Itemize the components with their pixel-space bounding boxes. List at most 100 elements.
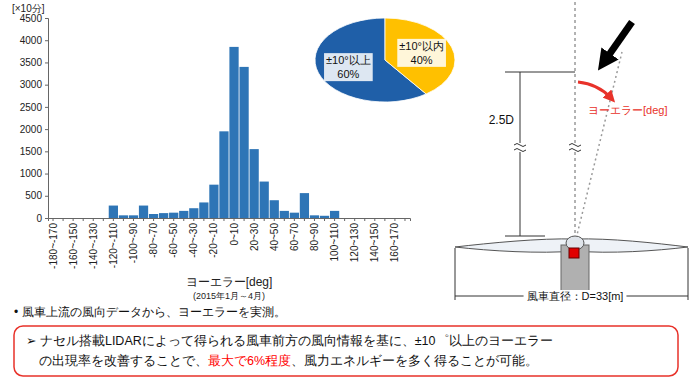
bar — [99, 218, 108, 219]
bar — [400, 218, 409, 219]
x-tick: 160~170 — [389, 218, 400, 262]
y-tick: 0 — [36, 213, 48, 224]
x-tick-mark — [113, 218, 114, 221]
y-tick-label: 1000 — [20, 168, 43, 179]
x-tick: -40~-30 — [188, 218, 199, 258]
y-tick-mark — [45, 151, 48, 152]
x-tick — [223, 218, 224, 221]
x-tick-mark — [274, 218, 275, 221]
bar — [260, 182, 269, 218]
bar — [48, 218, 57, 219]
diameter-end — [688, 248, 689, 300]
x-tick-mark — [344, 218, 345, 221]
x-tick-mark — [374, 218, 375, 221]
conclusion-segment: 、風力エネルギーを多く得ることが可能。 — [291, 354, 538, 368]
conclusion-segment: 最大で6%程度 — [208, 353, 291, 368]
y-tick: 2500 — [20, 102, 48, 113]
x-tick-mark — [223, 218, 224, 221]
x-tick-mark — [133, 218, 134, 221]
wind-arrow — [604, 22, 632, 62]
axis-dashed — [575, 2, 576, 243]
yaw-arrow — [578, 82, 611, 98]
x-tick: -60~-50 — [168, 218, 179, 258]
y-tick: 4500 — [20, 13, 48, 24]
x-tick: 80~90 — [309, 218, 320, 251]
diagram: ヨーエラー[deg]2.5D風車直径：D=33[m] — [455, 2, 688, 302]
x-tick-mark — [304, 218, 305, 221]
pie: ±10°以上60% ±10°以内40% — [315, 18, 455, 102]
bar — [89, 218, 98, 219]
page: [×10分]0500100015002000250030003500400045… — [0, 0, 691, 383]
x-tick-mark — [203, 218, 204, 221]
y-tick-mark — [45, 129, 48, 130]
x-axis: -180~-170-160~-150-140~-130-120~-110-100… — [48, 218, 411, 269]
x-tick: -20~-10 — [208, 218, 219, 258]
bar — [340, 218, 349, 219]
slices — [315, 18, 455, 102]
bar — [330, 211, 339, 218]
x-tick-mark — [73, 218, 74, 221]
y-tick-mark — [45, 107, 48, 108]
x-tick-mark — [123, 218, 124, 221]
bar — [270, 200, 279, 218]
y-tick: 4000 — [20, 35, 48, 46]
blade-right — [575, 239, 688, 252]
subtitle: (2015年1月～4月) — [193, 291, 265, 301]
y-tick-label: 3500 — [20, 57, 43, 68]
bar — [350, 218, 359, 219]
bars — [109, 47, 339, 218]
y-tick: 1500 — [20, 146, 48, 157]
x-tick-mark — [173, 218, 174, 221]
pie-label: ±10°以上60% — [324, 53, 373, 81]
x-tick — [344, 218, 345, 221]
bar — [149, 214, 158, 218]
y-tick: 1000 — [20, 168, 48, 179]
x-tick: 140~150 — [369, 218, 380, 262]
bar — [239, 67, 248, 218]
x-tick: 20~30 — [249, 218, 260, 251]
diameter-label-bg — [524, 290, 627, 302]
x-tick-mark — [93, 218, 94, 221]
bar — [189, 208, 198, 218]
y-tick: 500 — [25, 190, 48, 201]
y-tick-label: 0 — [36, 213, 42, 224]
y-tick-label: 1500 — [20, 146, 43, 157]
dim-top — [505, 72, 575, 73]
bar — [109, 206, 118, 218]
break-mark — [514, 144, 526, 152]
x-tick — [324, 218, 325, 221]
bar — [79, 218, 88, 219]
bar — [119, 215, 128, 218]
y-tick: 3500 — [20, 57, 48, 68]
bar — [69, 218, 78, 219]
x-tick-mark — [284, 218, 285, 221]
x-tick-label: 120~130 — [349, 223, 360, 263]
x-tick: 0~10 — [229, 218, 240, 246]
break-mark — [569, 144, 581, 152]
bar — [310, 215, 319, 218]
x-tick-mark — [83, 218, 84, 221]
x-tick — [143, 218, 144, 221]
x-tick-mark — [213, 218, 214, 221]
x-tick-mark — [63, 218, 64, 221]
bar — [199, 202, 208, 218]
x-tick — [63, 218, 64, 221]
y-tick-label: 2000 — [20, 124, 43, 135]
x-tick — [103, 218, 104, 221]
pie-label: ±10°以内40% — [397, 39, 446, 67]
y-tick: 3000 — [20, 79, 48, 90]
conclusion-segment: ➢ ナセル搭載LIDARによって得られる風車前方の風向情報を基に、±10゜以上の… — [26, 333, 553, 348]
x-tick — [404, 218, 405, 221]
bar — [179, 211, 188, 218]
x-tick-mark — [153, 218, 154, 221]
x-tick — [384, 218, 385, 221]
bar — [169, 213, 178, 218]
x-tick-label: -100~-90 — [128, 223, 139, 264]
y-tick-mark — [45, 40, 48, 41]
pie-label-value: 40% — [411, 54, 433, 66]
bar — [139, 206, 148, 218]
bar — [360, 218, 369, 219]
x-tick-mark — [244, 218, 245, 221]
diameter-label: 風車直径：D=33[m] — [527, 290, 624, 302]
x-tick-label: 0~10 — [229, 223, 240, 246]
